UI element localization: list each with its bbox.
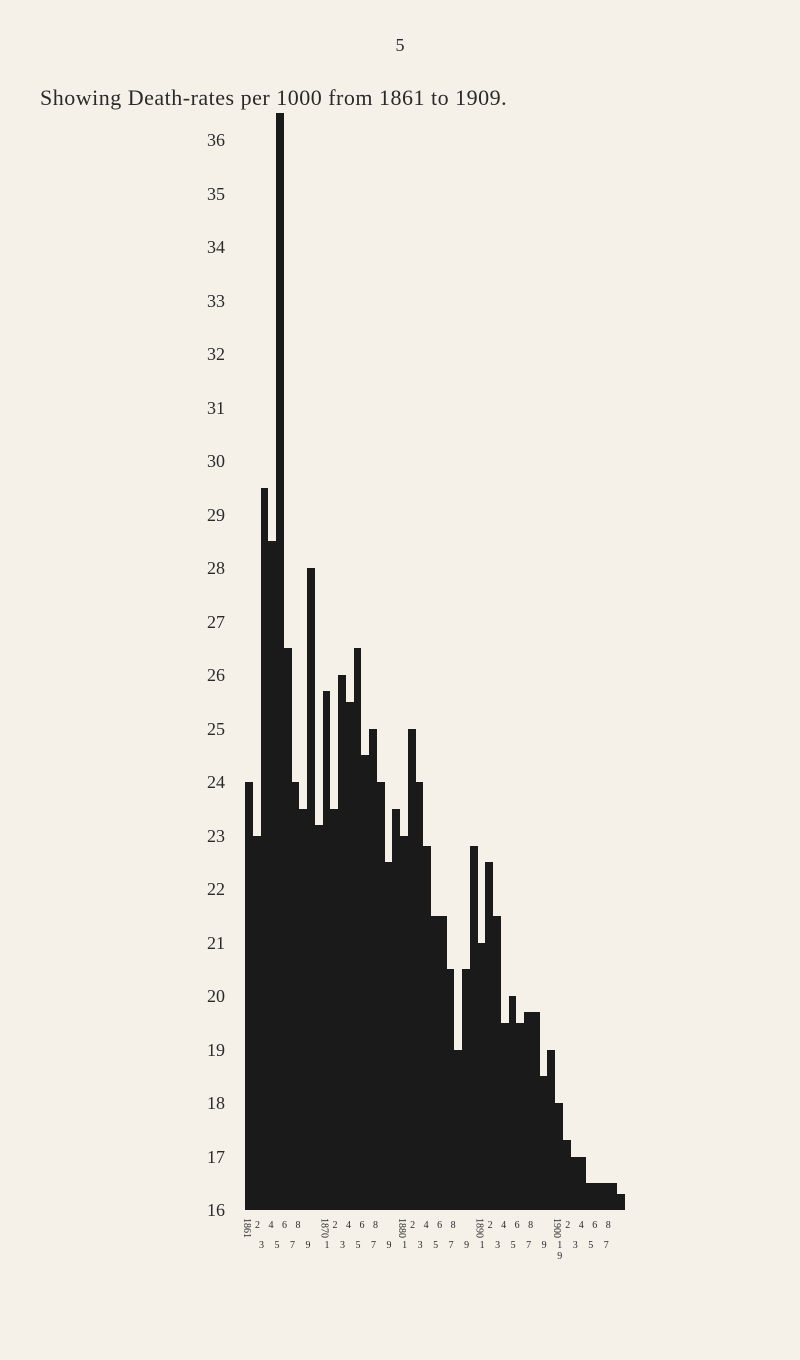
x-even-labels: 2 4 6 8 [333, 1220, 382, 1231]
data-bar [454, 1050, 462, 1211]
x-decade-label: 1870 [319, 1218, 330, 1238]
data-bar [253, 836, 261, 1211]
data-bar [447, 969, 455, 1210]
x-decade-label: 1890 [474, 1218, 485, 1238]
y-axis-label: 29 [195, 505, 225, 526]
data-bar [462, 969, 470, 1210]
y-axis-label: 21 [195, 933, 225, 954]
y-axis-label: 22 [195, 879, 225, 900]
data-bar [354, 648, 362, 1210]
page-number: 5 [396, 35, 405, 56]
data-bar [423, 846, 431, 1210]
data-bar [516, 1023, 524, 1210]
data-bar [540, 1076, 548, 1210]
data-bar [392, 809, 400, 1210]
y-axis-label: 36 [195, 130, 225, 151]
data-bar [617, 1194, 625, 1210]
data-bar [524, 1012, 532, 1210]
y-axis-label: 35 [195, 184, 225, 205]
y-axis-label: 26 [195, 665, 225, 686]
data-bar [571, 1157, 579, 1211]
data-bar [609, 1183, 617, 1210]
data-bar [385, 862, 393, 1210]
x-decade-label: 1861 [241, 1218, 252, 1238]
y-axis-label: 33 [195, 291, 225, 312]
data-bar [330, 809, 338, 1210]
x-decade-label: 1880 [396, 1218, 407, 1238]
x-even-labels: 2 4 6 8 [255, 1220, 304, 1231]
x-odd-labels: 1 3 5 7 9 [557, 1240, 625, 1262]
data-bar [586, 1183, 594, 1210]
data-bar [338, 675, 346, 1210]
data-bar [509, 996, 517, 1210]
data-bar [284, 648, 292, 1210]
y-axis-label: 28 [195, 558, 225, 579]
data-bar [346, 702, 354, 1210]
data-bar [299, 809, 307, 1210]
y-axis-label: 19 [195, 1040, 225, 1061]
data-bar [268, 541, 276, 1210]
x-even-labels: 2 4 6 8 [410, 1220, 459, 1231]
x-even-labels: 2 4 6 8 [565, 1220, 614, 1231]
y-axis-label: 31 [195, 398, 225, 419]
data-bar [400, 836, 408, 1211]
y-axis-label: 25 [195, 719, 225, 740]
y-axis-label: 30 [195, 451, 225, 472]
data-bar [532, 1012, 540, 1210]
data-bar [369, 729, 377, 1211]
data-bar [563, 1140, 571, 1210]
data-bar [416, 782, 424, 1210]
y-axis-label: 27 [195, 612, 225, 633]
x-odd-labels: 1 3 5 7 9 [325, 1240, 396, 1251]
data-bar [594, 1183, 602, 1210]
data-bar [485, 862, 493, 1210]
data-bar [470, 846, 478, 1210]
x-odd-labels: 1 3 5 7 9 [480, 1240, 551, 1251]
data-bar [408, 729, 416, 1211]
data-bar [602, 1183, 610, 1210]
y-axis-label: 23 [195, 826, 225, 847]
data-bar [292, 782, 300, 1210]
y-axis-label: 24 [195, 772, 225, 793]
data-bar [478, 943, 486, 1211]
chart-container: 3635343332313029282726252423222120191817… [195, 140, 635, 1280]
x-even-labels: 2 4 6 8 [488, 1220, 537, 1231]
data-bar [578, 1157, 586, 1211]
data-bar [555, 1103, 563, 1210]
data-bar [431, 916, 439, 1210]
y-axis-label: 34 [195, 237, 225, 258]
x-decade-label: 1900 [551, 1218, 562, 1238]
x-axis: 18612 4 6 83 5 7 918702 4 6 81 3 5 7 918… [245, 1220, 625, 1270]
data-bar [439, 916, 447, 1210]
y-axis-label: 18 [195, 1093, 225, 1114]
plot-area [245, 140, 625, 1210]
y-axis-label: 32 [195, 344, 225, 365]
data-bar [315, 825, 323, 1210]
data-bar [493, 916, 501, 1210]
data-bar [261, 488, 269, 1210]
x-odd-labels: 3 5 7 9 [259, 1240, 315, 1251]
data-bar [501, 1023, 509, 1210]
data-bar [245, 782, 253, 1210]
x-odd-labels: 1 3 5 7 9 [402, 1240, 473, 1251]
y-axis-label: 20 [195, 986, 225, 1007]
data-bar [276, 113, 284, 1210]
data-bar [307, 568, 315, 1210]
chart-title: Showing Death-rates per 1000 from 1861 t… [40, 85, 507, 111]
data-bar [377, 782, 385, 1210]
y-axis-label: 17 [195, 1147, 225, 1168]
y-axis-label: 16 [195, 1200, 225, 1221]
data-bar [323, 691, 331, 1210]
data-bar [547, 1050, 555, 1211]
data-bar [361, 755, 369, 1210]
